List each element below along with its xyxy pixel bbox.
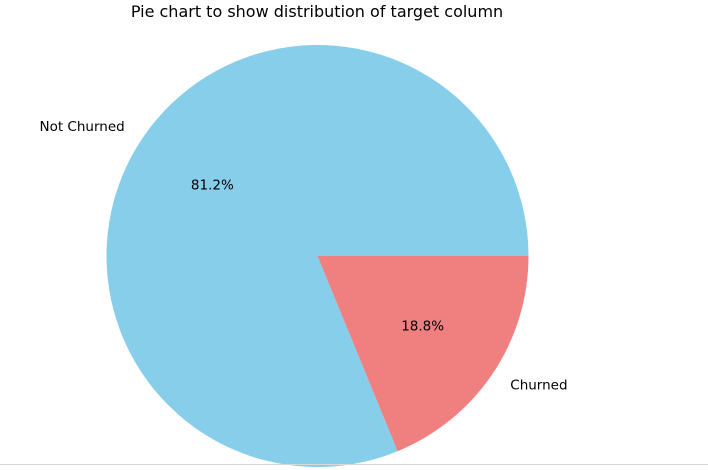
pie-slices [106, 44, 529, 467]
figure-bottom-edge [0, 464, 708, 465]
slice-percent-not-churned: 81.2% [191, 178, 234, 194]
pie-slice-churned [317, 256, 529, 452]
slice-label-not-churned: Not Churned [39, 119, 124, 135]
slice-percent-churned: 18.8% [401, 319, 444, 335]
pie-labels: Not Churned 81.2% Churned 18.8% [39, 119, 567, 394]
chart-title: Pie chart to show distribution of target… [131, 2, 503, 21]
pie-slice-not-churned [106, 44, 529, 467]
slice-label-churned: Churned [510, 377, 567, 393]
